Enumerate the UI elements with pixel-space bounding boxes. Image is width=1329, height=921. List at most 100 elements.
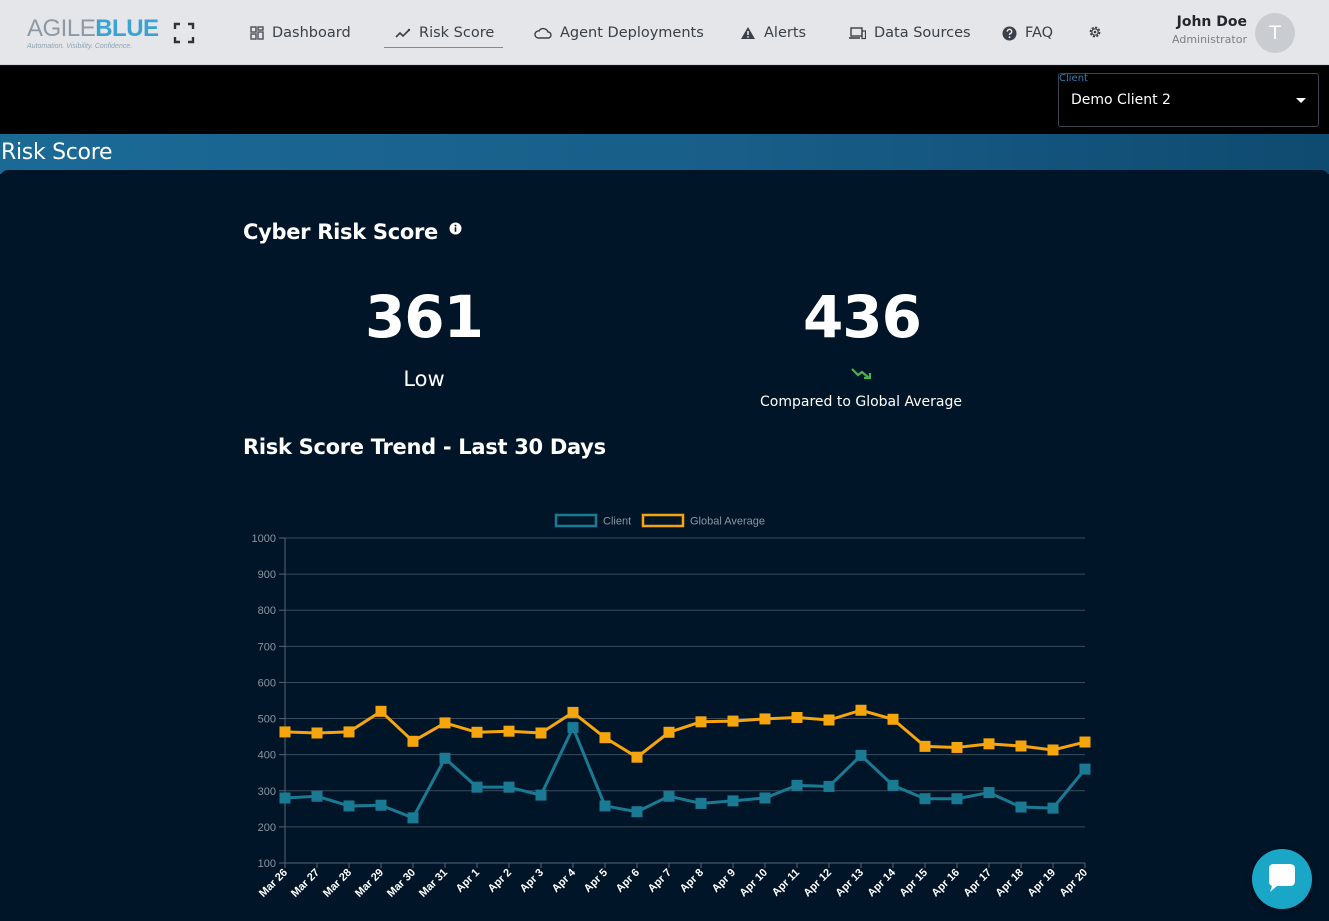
help-icon — [1002, 26, 1017, 40]
logo-tagline: Automation. Visibility. Confidence. — [27, 43, 133, 50]
x-tick-label: Apr 7 — [646, 867, 674, 895]
x-tick-label: Apr 8 — [678, 867, 706, 895]
data-point — [279, 792, 291, 804]
compare-label: Compared to Global Average — [760, 394, 962, 410]
user-role: Administrator — [1172, 33, 1247, 46]
y-tick-label: 600 — [258, 677, 276, 689]
info-icon[interactable] — [449, 216, 462, 240]
x-tick-label: Apr 17 — [961, 867, 994, 900]
legend-swatch — [641, 513, 685, 528]
data-point — [1079, 763, 1091, 775]
data-point — [631, 751, 643, 763]
data-point — [439, 717, 451, 729]
data-point — [535, 727, 547, 739]
fullscreen-icon[interactable] — [173, 22, 195, 44]
nav-dashboard[interactable]: Dashboard — [250, 18, 351, 48]
data-point — [983, 787, 995, 799]
nav-data-sources[interactable]: Data Sources — [849, 18, 971, 48]
y-tick-label: 800 — [258, 605, 276, 617]
data-point — [311, 790, 323, 802]
chat-icon — [1269, 864, 1295, 892]
data-point — [663, 726, 675, 738]
x-tick-label: Mar 28 — [321, 867, 354, 900]
data-point — [375, 705, 387, 717]
nav-risk-score[interactable]: Risk Score — [384, 18, 503, 48]
x-tick-label: Apr 19 — [1025, 867, 1058, 900]
x-tick-label: Apr 4 — [550, 866, 579, 895]
x-tick-label: Apr 11 — [770, 867, 802, 899]
legend-label: Global Average — [690, 516, 765, 528]
nav-faq[interactable]: FAQ — [1002, 18, 1053, 48]
series-line-client — [284, 726, 1087, 820]
gear-icon[interactable] — [1087, 24, 1103, 40]
nav-label: Data Sources — [874, 25, 971, 41]
x-tick-label: Apr 15 — [897, 867, 930, 900]
top-navigation-bar: AGILEBLUE Automation. Visibility. Confid… — [0, 0, 1329, 65]
logo-word-agile: AGILE — [27, 15, 96, 42]
data-point — [1047, 744, 1059, 756]
cyber-risk-score-title: Cyber Risk Score — [243, 220, 438, 244]
client-risk-score: 361 — [364, 283, 484, 351]
data-point — [823, 714, 835, 726]
x-tick-label: Apr 12 — [801, 867, 834, 900]
data-point — [439, 752, 451, 764]
legend-swatch — [554, 513, 598, 528]
chat-button[interactable] — [1252, 849, 1312, 909]
dashboard-icon — [250, 26, 264, 40]
client-select-value: Demo Client 2 — [1071, 92, 1171, 108]
x-tick-label: Apr 10 — [737, 867, 770, 900]
user-name: John Doe — [1176, 14, 1247, 30]
data-point — [951, 793, 963, 805]
data-point — [983, 738, 995, 750]
x-tick-label: Mar 29 — [353, 867, 386, 900]
data-point — [919, 793, 931, 805]
data-point — [759, 713, 771, 725]
data-point — [695, 797, 707, 809]
data-point — [663, 790, 675, 802]
data-point — [887, 713, 899, 725]
data-point — [503, 725, 515, 737]
page-title: Risk Score — [1, 140, 113, 165]
data-point — [855, 749, 867, 761]
data-point — [951, 741, 963, 753]
data-point — [791, 779, 803, 791]
global-average-score: 436 — [802, 283, 922, 351]
x-tick-label: Apr 2 — [486, 867, 514, 895]
series-line-global-average — [284, 708, 1086, 759]
nav-label: Alerts — [764, 25, 807, 41]
x-tick-label: Apr 5 — [582, 867, 610, 895]
data-point — [727, 795, 739, 807]
legend-label: Client — [603, 516, 631, 528]
trend-icon — [395, 28, 411, 38]
nav-label: Dashboard — [272, 25, 351, 41]
data-point — [535, 789, 547, 801]
nav-alerts[interactable]: Alerts — [740, 18, 806, 48]
data-point — [407, 812, 419, 824]
user-info[interactable]: John Doe Administrator — [1172, 14, 1247, 46]
warning-icon — [741, 27, 755, 39]
data-point — [791, 711, 803, 723]
trend-heading: Risk Score Trend - Last 30 Days — [243, 435, 606, 459]
devices-icon — [849, 26, 866, 39]
x-tick-label: Apr 1 — [454, 867, 482, 895]
agileblue-logo[interactable]: AGILEBLUE Automation. Visibility. Confid… — [27, 16, 159, 56]
x-tick-label: Apr 6 — [614, 867, 642, 895]
x-tick-label: Apr 3 — [518, 867, 546, 895]
data-point — [1015, 740, 1027, 752]
data-point — [759, 792, 771, 804]
avatar[interactable]: T — [1255, 13, 1295, 53]
client-bar: Client Demo Client 2 — [0, 66, 1329, 134]
cyber-risk-score-heading: Cyber Risk Score — [243, 216, 462, 244]
data-point — [471, 781, 483, 793]
data-point — [279, 726, 291, 738]
data-point — [1015, 801, 1027, 813]
data-point — [471, 726, 483, 738]
x-tick-label: Apr 18 — [993, 867, 1026, 900]
data-point — [695, 716, 707, 728]
data-point — [311, 727, 323, 739]
x-tick-label: Mar 31 — [417, 867, 450, 900]
data-point — [599, 800, 611, 812]
client-select[interactable]: Client Demo Client 2 — [1058, 73, 1319, 127]
nav-agent-deployments[interactable]: Agent Deployments — [534, 18, 704, 48]
